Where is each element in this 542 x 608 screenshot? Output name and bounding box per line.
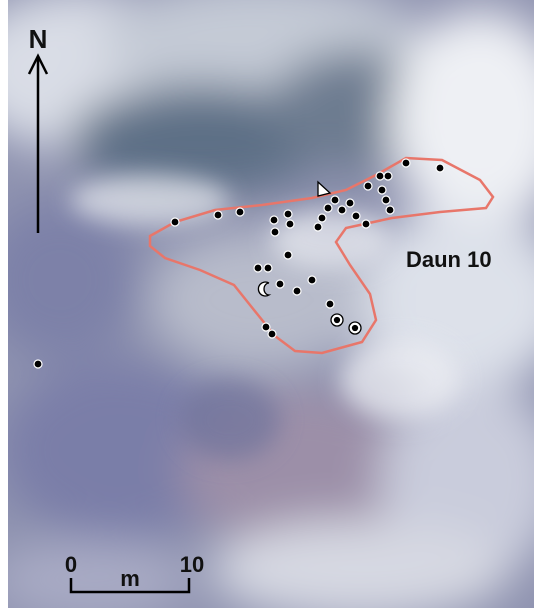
north-label: N [29, 24, 48, 54]
page: {"north_label": "N", "site_label": "Daun… [0, 0, 542, 608]
scale-unit: m [120, 566, 140, 591]
site-label: Daun 10 [406, 247, 492, 272]
scale-start: 0 [65, 552, 77, 577]
map: N Daun 10 0 m 10 [0, 0, 542, 608]
scale-end: 10 [180, 552, 204, 577]
aerial-image [0, 0, 542, 608]
